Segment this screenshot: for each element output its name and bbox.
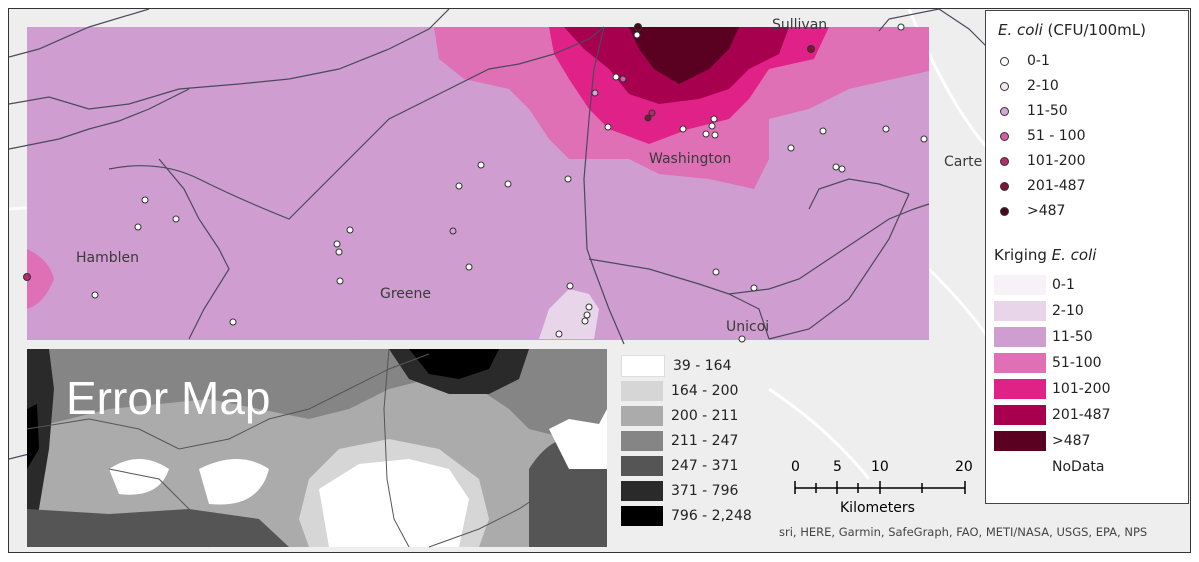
kriging-legend-title-plain: Kriging xyxy=(994,246,1052,264)
point-class-label: 101-200 xyxy=(1027,153,1086,169)
point-class-label: >487 xyxy=(1027,203,1066,219)
kriging-swatch xyxy=(994,275,1046,295)
county-label-carter: Carte xyxy=(944,154,983,170)
county-label-washington: Washington xyxy=(649,151,732,167)
map-attribution: sri, HERE, Garmin, SafeGraph, FAO, METI/… xyxy=(779,525,1148,539)
kriging-class-label: 51-100 xyxy=(1052,355,1102,371)
map-legend: E. coli (CFU/100mL) 0-1 2-10 11-50 51 - … xyxy=(985,10,1189,504)
point-symbol xyxy=(1000,156,1009,166)
points-legend-title-italic: E. coli xyxy=(998,21,1043,39)
point-symbol xyxy=(1000,56,1009,66)
error-swatch xyxy=(621,431,663,451)
kriging-swatch xyxy=(994,379,1046,399)
point-symbol xyxy=(1000,181,1009,191)
error-class-label: 371 - 796 xyxy=(671,483,739,499)
point-symbol xyxy=(1000,131,1009,141)
error-class-label: 39 - 164 xyxy=(673,358,732,374)
kriging-legend-title-italic: E. coli xyxy=(1051,246,1097,264)
county-label-hamblen: Hamblen xyxy=(76,250,140,266)
sample-points xyxy=(23,23,928,343)
county-label-sullivan: Sullivan xyxy=(772,17,828,33)
error-class-label: 247 - 371 xyxy=(671,458,739,474)
error-class-label: 164 - 200 xyxy=(671,383,739,399)
kriging-swatch xyxy=(994,301,1046,321)
point-class-label: 201-487 xyxy=(1027,178,1086,194)
scale-tick-label: 0 xyxy=(791,459,800,475)
map-canvas xyxy=(9,9,1171,548)
error-map-raster xyxy=(26,348,608,548)
error-swatch xyxy=(621,355,665,377)
error-class-label: 211 - 247 xyxy=(671,433,739,449)
county-label-greene: Greene xyxy=(380,286,432,302)
kriging-class-label: 2-10 xyxy=(1052,303,1084,319)
point-class-label: 2-10 xyxy=(1027,78,1059,94)
kriging-class-label: 101-200 xyxy=(1052,381,1111,397)
kriging-class-label: >487 xyxy=(1052,433,1091,449)
error-class-label: 200 - 211 xyxy=(671,408,739,424)
error-class-label: 796 - 2,248 xyxy=(671,508,752,524)
error-swatch xyxy=(621,406,663,426)
point-symbol xyxy=(1000,81,1009,91)
scale-bar xyxy=(794,481,966,494)
kriging-class-label: 0-1 xyxy=(1052,277,1075,293)
error-swatch xyxy=(621,506,663,526)
scale-tick-label: 10 xyxy=(871,459,889,475)
scale-tick-label: 20 xyxy=(955,459,973,475)
scale-unit-label: Kilometers xyxy=(840,500,915,516)
kriging-swatch xyxy=(994,457,1046,477)
kriging-swatch xyxy=(994,405,1046,425)
scale-tick-label: 5 xyxy=(833,459,842,475)
error-swatch xyxy=(621,381,663,401)
point-class-label: 0-1 xyxy=(1027,53,1050,69)
points-legend-title: E. coli (CFU/100mL) xyxy=(998,21,1146,39)
kriging-surface xyxy=(27,27,929,340)
kriging-swatch xyxy=(994,327,1046,347)
kriging-swatch xyxy=(994,431,1046,451)
kriging-legend-title: Kriging E. coli xyxy=(994,246,1096,264)
county-label-unicoi: Unicoi xyxy=(726,319,770,335)
kriging-swatch xyxy=(994,353,1046,373)
error-swatch xyxy=(621,456,663,476)
point-symbol xyxy=(1000,106,1009,116)
point-class-label: 51 - 100 xyxy=(1027,128,1086,144)
kriging-class-label: 11-50 xyxy=(1052,329,1093,345)
kriging-class-label: 201-487 xyxy=(1052,407,1111,423)
county-borders xyxy=(9,9,990,460)
point-class-label: 11-50 xyxy=(1027,103,1068,119)
point-symbol xyxy=(1000,206,1009,216)
error-swatch xyxy=(621,481,663,501)
error-map-title: Error Map xyxy=(66,372,271,424)
kriging-class-label: NoData xyxy=(1052,459,1105,475)
points-legend-title-rest: (CFU/100mL) xyxy=(1042,21,1146,39)
